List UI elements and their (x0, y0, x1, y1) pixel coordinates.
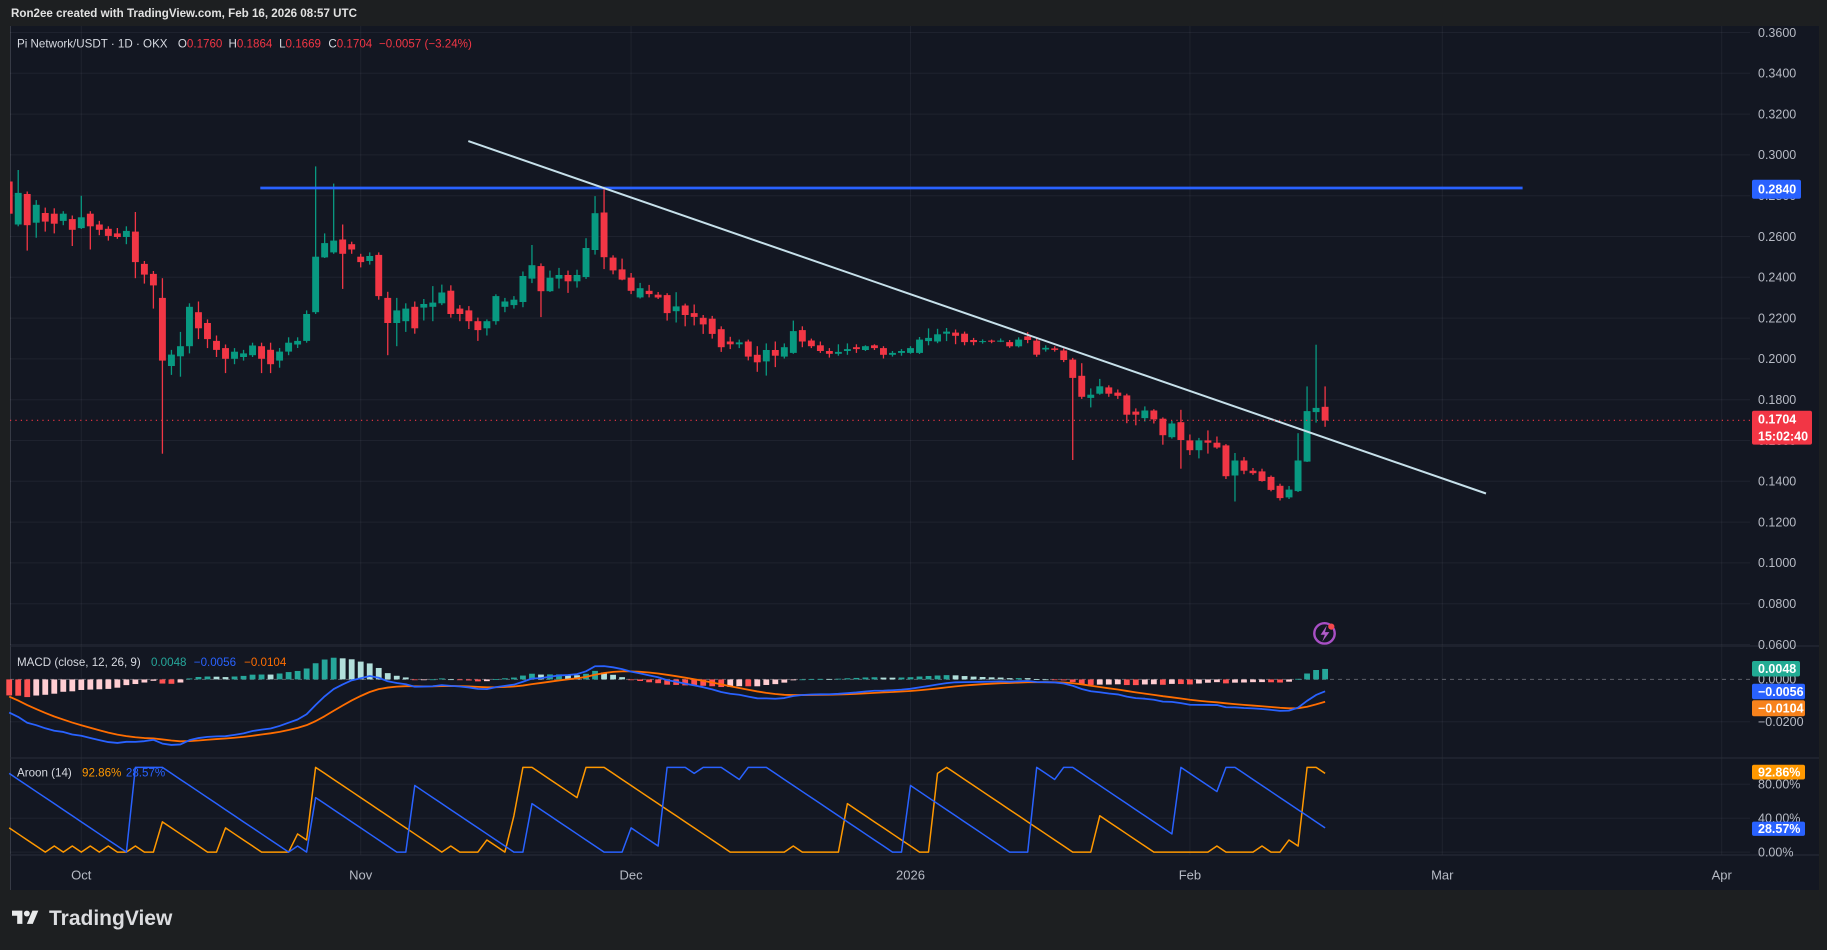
svg-text:0.2000: 0.2000 (1758, 352, 1796, 366)
svg-text:Pi Network/USDT · 1D · OKX: Pi Network/USDT · 1D · OKX (17, 37, 168, 50)
svg-text:L0.1669: L0.1669 (279, 37, 321, 50)
svg-text:92.86%: 92.86% (82, 766, 121, 779)
svg-text:0.3600: 0.3600 (1758, 26, 1796, 40)
svg-text:Nov: Nov (349, 868, 373, 883)
svg-text:0.1704: 0.1704 (1758, 413, 1796, 427)
svg-text:0.0600: 0.0600 (1758, 638, 1796, 652)
svg-text:H0.1864: H0.1864 (229, 37, 273, 50)
svg-text:Apr: Apr (1712, 868, 1733, 883)
svg-text:−0.0056: −0.0056 (194, 656, 236, 669)
svg-text:28.57%: 28.57% (126, 766, 165, 779)
svg-text:0.3400: 0.3400 (1758, 67, 1796, 81)
svg-text:MACD (close, 12, 26, 9): MACD (close, 12, 26, 9) (17, 656, 141, 669)
svg-text:0.2200: 0.2200 (1758, 311, 1796, 325)
svg-text:Dec: Dec (620, 868, 644, 883)
svg-text:Mar: Mar (1431, 868, 1454, 883)
svg-text:15:02:40: 15:02:40 (1758, 429, 1808, 443)
svg-text:−0.0104: −0.0104 (244, 656, 287, 669)
svg-text:O0.1760: O0.1760 (178, 37, 223, 50)
svg-text:0.1800: 0.1800 (1758, 393, 1796, 407)
svg-text:0.2600: 0.2600 (1758, 230, 1796, 244)
svg-text:0.1400: 0.1400 (1758, 475, 1796, 489)
svg-text:0.00%: 0.00% (1758, 845, 1793, 859)
svg-text:0.0048: 0.0048 (1758, 662, 1796, 676)
svg-text:−0.0200: −0.0200 (1758, 715, 1804, 729)
svg-text:Feb: Feb (1179, 868, 1201, 883)
svg-text:0.1200: 0.1200 (1758, 515, 1796, 529)
svg-text:C0.1704: C0.1704 (328, 37, 372, 50)
svg-text:Oct: Oct (71, 868, 92, 883)
svg-text:0.3000: 0.3000 (1758, 148, 1796, 162)
svg-text:2026: 2026 (896, 868, 925, 883)
svg-text:0.0800: 0.0800 (1758, 597, 1796, 611)
svg-text:Aroon (14): Aroon (14) (17, 766, 72, 779)
svg-text:0.1000: 0.1000 (1758, 556, 1796, 570)
svg-text:0.2840: 0.2840 (1758, 183, 1796, 197)
svg-text:0.2400: 0.2400 (1758, 271, 1796, 285)
svg-text:80.00%: 80.00% (1758, 778, 1800, 792)
svg-text:0.3200: 0.3200 (1758, 107, 1796, 121)
svg-text:92.86%: 92.86% (1758, 765, 1800, 779)
svg-text:28.57%: 28.57% (1758, 822, 1800, 836)
svg-text:−0.0057 (−3.24%): −0.0057 (−3.24%) (379, 37, 472, 50)
svg-text:0.0048: 0.0048 (151, 656, 186, 669)
svg-text:−0.0104: −0.0104 (1758, 702, 1804, 716)
svg-text:−0.0056: −0.0056 (1758, 685, 1804, 699)
